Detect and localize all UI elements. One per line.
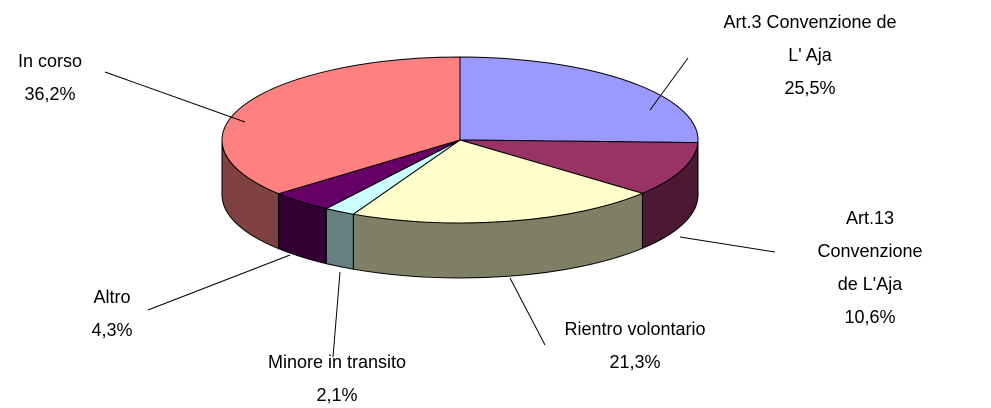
slice-label: In corso 36,2% [18,45,82,111]
slice-label: Art.13 Convenzione de L'Aja 10,6% [810,202,931,334]
leader-line [332,271,341,358]
slice [459,139,699,194]
category-label: Altro [93,287,131,307]
leader-line [679,236,776,253]
slice [459,56,699,144]
slice-label: Rientro volontario 21,3% [564,313,705,379]
value-label: 21,3% [609,352,661,372]
slice [352,139,644,224]
leader-line [649,57,689,111]
value-label: 2,1% [316,385,358,405]
leader-line [509,277,546,346]
category-label: In corso [17,51,83,71]
slice [221,56,461,195]
slice-side [325,208,354,270]
category-label: Art.3 Convenzione de L' Aja [723,12,897,65]
category-label: Rientro volontario [564,319,706,339]
leader-line [147,254,291,311]
category-label: Minore in transito [267,352,407,372]
value-label: 10,6% [844,307,896,327]
leader-line [104,71,246,123]
value-label: 25,5% [784,78,836,98]
value-label: 4,3% [91,320,133,340]
category-label: Art.13 Convenzione de L'Aja [817,208,923,294]
slice-label: Art.3 Convenzione de L' Aja 25,5% [723,6,896,105]
slice-label: Altro 4,3% [91,281,132,347]
value-label: 36,2% [24,84,76,104]
slice-label: Minore in transito 2,1% [268,346,406,408]
